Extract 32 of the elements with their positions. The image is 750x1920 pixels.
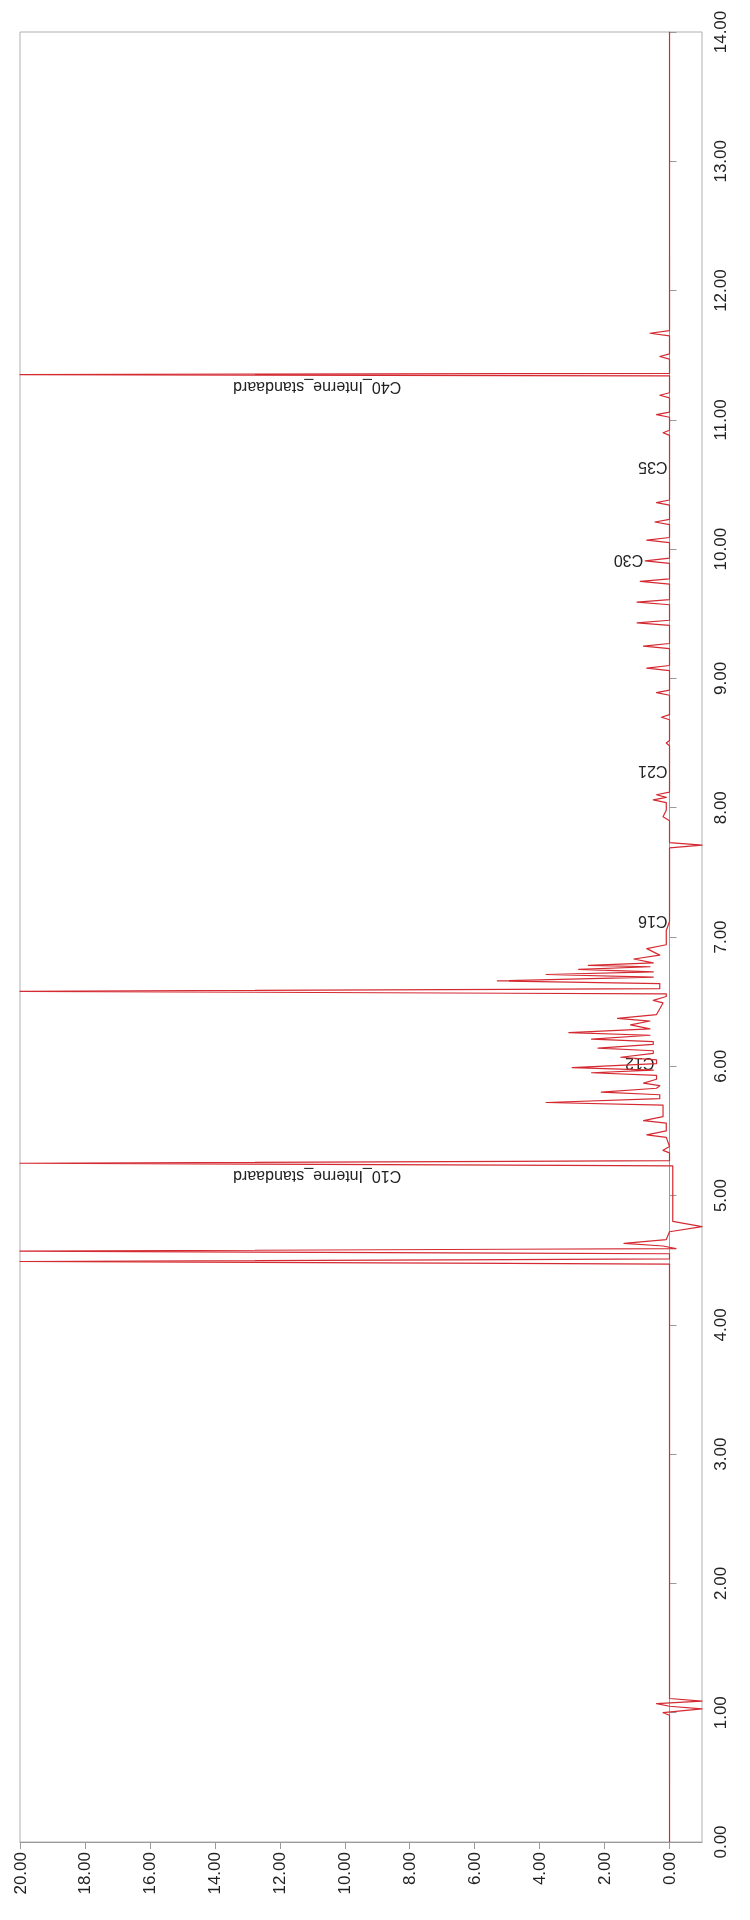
y-tick-label: 9.00: [711, 661, 730, 695]
x-tick-label: 4.00: [530, 1852, 550, 1886]
y-tick-label: 7.00: [711, 920, 730, 954]
y-tick-label: 1.00: [711, 1696, 730, 1730]
x-tick-label: 20.00: [10, 1852, 30, 1895]
y-tick-label: 5.00: [711, 1179, 730, 1213]
annotation: C35: [638, 459, 668, 477]
x-tick-label: 6.00: [465, 1852, 485, 1886]
y-tick-label: 8.00: [711, 791, 730, 825]
annotation: C40_Interne_standaard: [233, 378, 402, 397]
y-tick-label: 12.00: [711, 269, 730, 312]
x-tick-label: 16.00: [140, 1852, 160, 1895]
x-tick-label: 2.00: [595, 1852, 615, 1886]
annotation: C30: [613, 552, 644, 570]
y-tick-label: 13.00: [711, 140, 730, 183]
x-tick-label: 14.00: [205, 1852, 225, 1895]
annotation: C10_Interne_standaard: [233, 1166, 402, 1185]
y-tick-label: 10.00: [711, 527, 730, 571]
y-tick-label: 0.00: [711, 1825, 730, 1859]
annotation: C21: [638, 763, 668, 781]
x-tick-label: 18.00: [75, 1852, 95, 1895]
y-tick-label: 4.00: [711, 1308, 730, 1342]
x-tick-label: 10.00: [335, 1852, 355, 1895]
x-tick-label: 8.00: [400, 1852, 420, 1886]
x-tick-label: 12.00: [270, 1852, 290, 1895]
y-tick-label: 6.00: [711, 1049, 730, 1083]
y-tick-label: 14.00: [711, 10, 730, 54]
y-tick-label: 3.00: [711, 1437, 730, 1471]
annotation: C16: [638, 912, 668, 930]
x-tick-label: 0.00: [660, 1852, 680, 1886]
y-tick-label: 2.00: [711, 1566, 730, 1600]
y-tick-label: 11.00: [711, 399, 730, 441]
